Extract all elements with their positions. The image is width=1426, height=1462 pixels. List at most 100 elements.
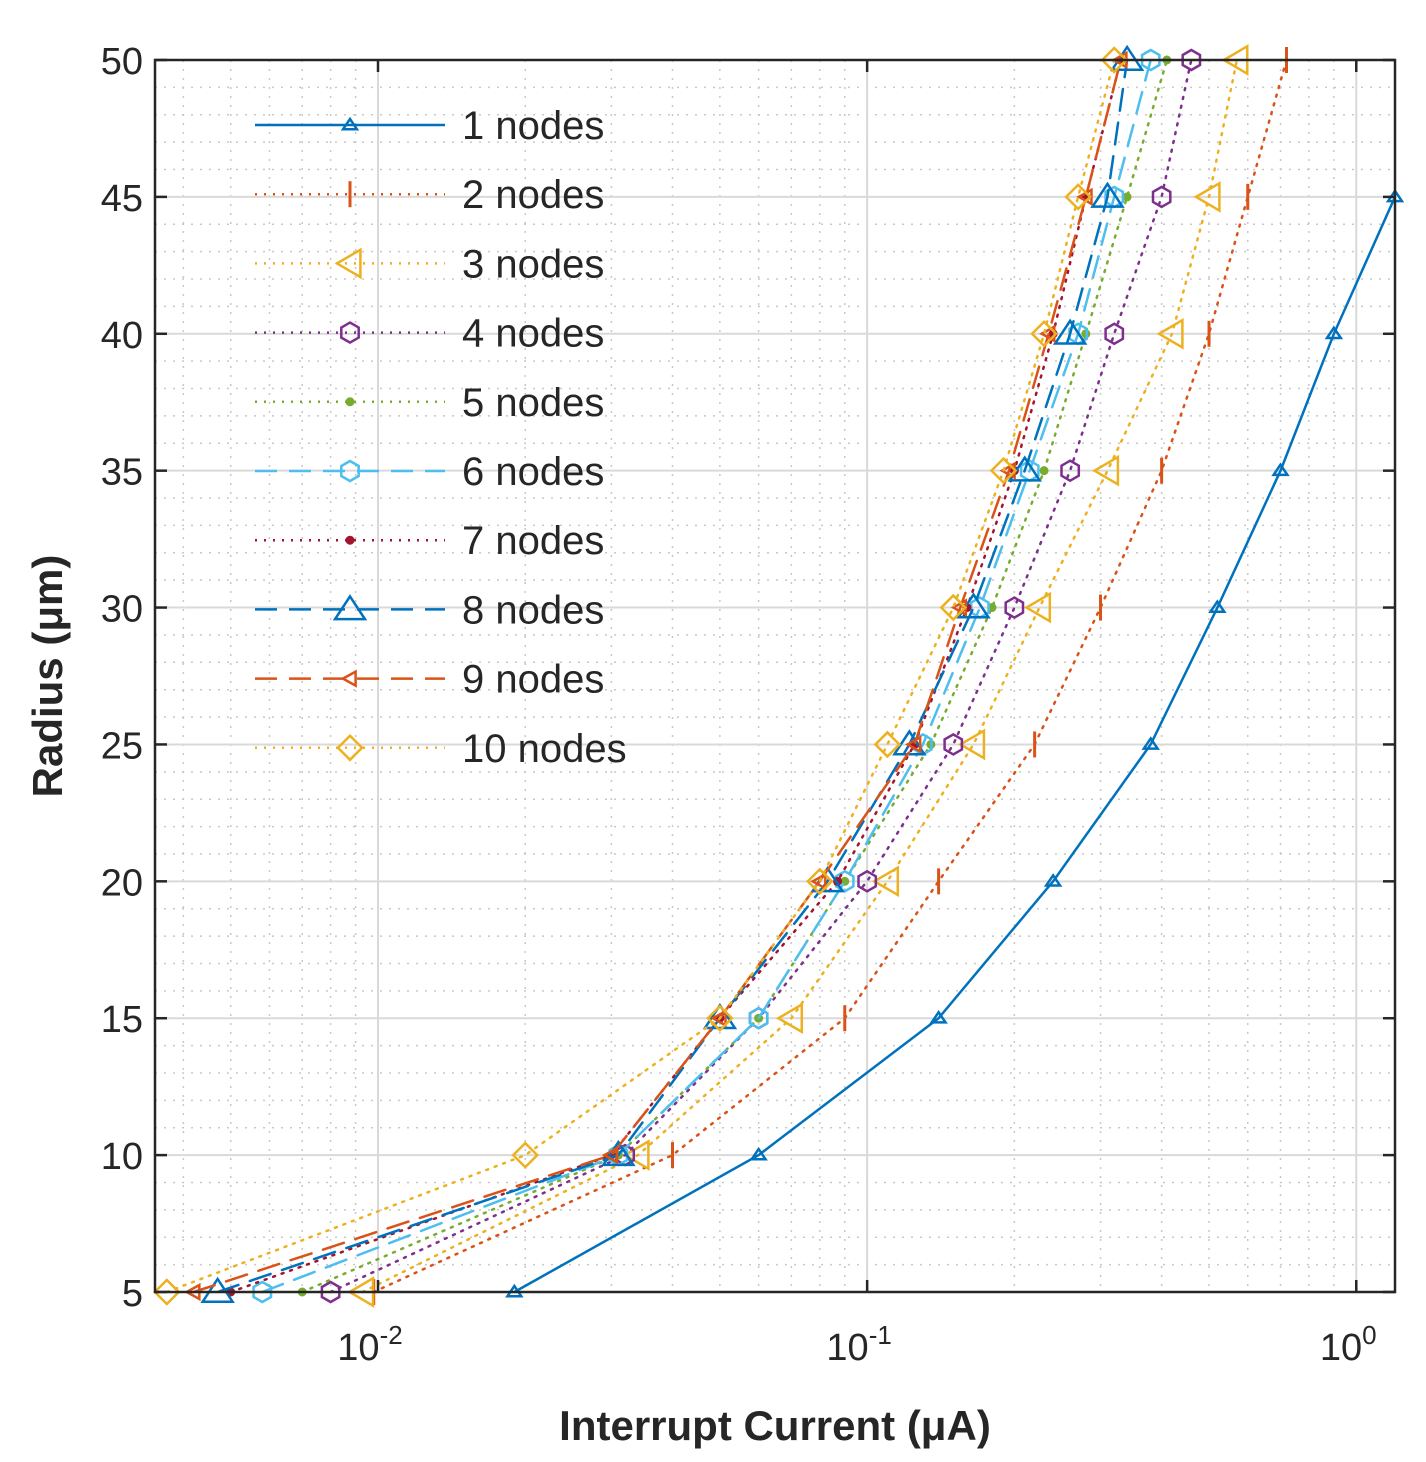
plot-background [155,60,1395,1292]
legend-label: 3 nodes [462,242,604,286]
series-line [513,195,1397,1294]
legend-label: 8 nodes [462,588,604,632]
legend-item: 7 nodes [255,519,604,563]
data-point [1039,324,1056,343]
data-point [775,1002,804,1035]
series-line [192,58,1123,1294]
data-point [622,1139,650,1171]
legend-item: 6 nodes [255,450,604,494]
legend-marker [345,397,355,407]
legend-item: 8 nodes [255,588,604,632]
legend-marker [334,247,362,280]
data-point [153,1278,181,1306]
data-point [1104,322,1125,346]
data-point [939,593,968,622]
legend-label: 10 nodes [462,727,627,771]
data-point [1007,455,1043,482]
y-axis-label: Radius (μm) [24,555,71,798]
y-tick-label: 50 [101,41,143,83]
data-point [871,865,900,898]
series-10 [153,46,1128,1306]
data-point [1039,466,1049,476]
series-line [361,58,1239,1294]
legend-marker [340,669,357,688]
series-4 [320,48,1202,1304]
legend-item: 1 nodes [255,104,604,148]
data-point [873,730,902,759]
data-point [805,867,834,896]
data-point [1091,454,1120,487]
legend-item: 2 nodes [255,173,604,217]
data-point [1140,48,1161,72]
series-line [216,58,1129,1294]
legend-label: 5 nodes [462,381,604,425]
y-tick-label: 5 [122,1273,143,1315]
legend-label: 1 nodes [462,104,604,148]
legend-marker [340,459,360,483]
y-tick-label: 30 [101,589,143,631]
legend-label: 2 nodes [462,173,604,217]
legend-item: 9 nodes [255,658,604,702]
x-axis-label: Interrupt Current (μA) [559,1402,991,1449]
data-point [943,732,964,756]
data-point [1030,320,1058,348]
data-point [1151,185,1172,209]
data-point [1122,192,1132,202]
data-point [601,1139,636,1167]
data-point [702,1002,738,1030]
data-point [200,1276,235,1303]
legend-label: 7 nodes [462,519,604,563]
data-point [1064,183,1092,211]
data-point [1271,462,1290,477]
data-point [1324,325,1344,340]
data-point [1090,181,1125,208]
data-point [1156,317,1184,350]
data-point [1060,459,1081,483]
x-tick-label: 100 [1320,1320,1377,1369]
legend-item: 5 nodes [255,381,604,425]
y-tick-label: 45 [101,178,143,220]
legend-label: 6 nodes [462,450,604,494]
legend-marker [336,734,364,762]
data-point [252,1280,273,1304]
data-point [1023,591,1052,624]
series-line [165,58,1116,1294]
y-axis-ticks: 5 10 15 20 25 30 35 40 45 50 [101,41,1395,1315]
y-tick-label: 35 [101,452,143,494]
y-tick-label: 20 [101,862,143,904]
legend-marker [340,321,360,345]
series-layer [153,44,1405,1308]
legend-label: 4 nodes [462,312,604,356]
data-point [857,869,878,893]
data-point [989,456,1018,485]
data-point [810,872,827,891]
data-point [1052,318,1088,345]
data-point [1100,46,1128,74]
data-point [710,1009,727,1028]
legend-label: 9 nodes [462,658,604,702]
data-point [511,1141,540,1169]
legend-item: 4 nodes [255,312,604,356]
y-tick-label: 25 [101,725,143,767]
data-point [1181,48,1202,72]
data-point [929,1009,948,1024]
data-point [958,728,986,761]
data-point [748,1006,769,1030]
minor-grid [155,60,1395,1292]
data-point [1043,873,1063,887]
data-point [706,1004,734,1032]
y-tick-label: 10 [101,1136,143,1178]
legend-marker [332,594,368,621]
series-line [261,58,1152,1294]
x-tick-label: 10-1 [826,1320,891,1369]
data-point [749,1146,768,1161]
legend-marker [345,535,355,545]
legend-item: 10 nodes [255,727,627,771]
y-tick-label: 40 [101,315,143,357]
x-tick-label: 10-2 [337,1320,402,1369]
data-point [892,729,927,756]
data-point [1004,596,1025,620]
series-8 [200,44,1145,1303]
series-line [329,58,1193,1294]
